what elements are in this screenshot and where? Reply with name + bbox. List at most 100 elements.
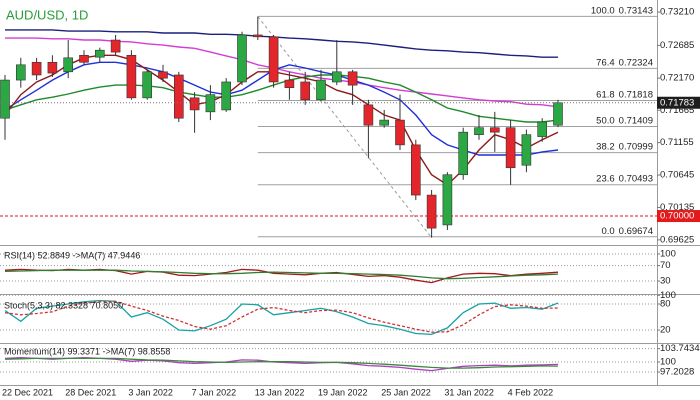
candle-body — [47, 61, 58, 74]
fib-price: 0.72324 — [619, 57, 653, 68]
candle-body — [0, 79, 10, 119]
candle-body — [126, 54, 137, 99]
candle-body — [284, 79, 295, 88]
fib-label: 0.0 0.69674 — [601, 225, 653, 236]
fib-price: 0.71409 — [619, 115, 653, 126]
y-tick-label: 0.70645 — [660, 170, 694, 181]
x-tick-label: 28 Dec 2021 — [65, 387, 116, 397]
y-tick-label: 0.71155 — [660, 137, 694, 148]
candle-body — [221, 81, 231, 111]
indicator-line — [4, 268, 559, 284]
y-tick-label: 80 — [660, 298, 671, 309]
x-tick-label: 13 Jan 2022 — [255, 387, 305, 397]
fib-swing — [257, 16, 432, 238]
y-tick-label: 30 — [660, 276, 671, 287]
chart-title: AUD/USD, 1D — [6, 7, 88, 22]
y-tick-label: 0.72170 — [660, 73, 694, 84]
fib-ratio: 0.0 — [601, 225, 614, 236]
candle-body — [442, 174, 453, 226]
candle-body — [15, 64, 26, 81]
x-tick-label: 22 Dec 2021 — [2, 387, 53, 397]
candle-body — [189, 97, 200, 111]
moving-average — [4, 74, 559, 123]
indicator-line — [4, 300, 559, 333]
fib-ratio: 61.8 — [596, 89, 615, 100]
y-tick-label: 0.73210 — [660, 7, 694, 18]
fib-price: 0.69674 — [619, 225, 653, 236]
candle-body — [237, 34, 247, 83]
x-tick-label: 19 Jan 2022 — [318, 387, 368, 397]
moving-average — [5, 37, 559, 108]
candle-body — [205, 94, 216, 113]
candle-body — [489, 127, 500, 133]
x-tick-label: 31 Jan 2022 — [444, 387, 494, 397]
indicator-line — [4, 357, 559, 369]
candle-body — [331, 71, 342, 83]
candle-body — [300, 81, 311, 101]
candle-body — [395, 119, 405, 146]
candle-body — [505, 127, 516, 169]
fib-price: 0.70493 — [619, 173, 653, 184]
panel-title: Stoch(5,3,3) 82.3328 70.8050 — [4, 300, 123, 310]
candle-body — [410, 144, 421, 196]
fib-ratio: 50.0 — [596, 115, 615, 126]
y-tick-label: 100 — [660, 290, 676, 301]
indicator-line — [4, 269, 559, 280]
y-tick-label: 97.2028 — [660, 367, 694, 378]
candle-body — [110, 39, 121, 53]
indicator-line — [4, 299, 559, 336]
fib-label: 76.4 0.72324 — [596, 57, 653, 68]
y-tick-label: 0.71665 — [660, 105, 694, 116]
x-tick-label: 25 Jan 2022 — [381, 387, 431, 397]
last-price-box — [657, 96, 700, 109]
fib-ratio: 76.4 — [596, 57, 615, 68]
y-tick-label: 0.69625 — [660, 234, 694, 245]
candle-body — [316, 79, 326, 101]
fib-price: 0.70999 — [619, 141, 653, 152]
fib-label: 50.0 0.71409 — [596, 115, 653, 126]
panel-title: RSI(14) 52.8849 ->MA(7) 47.9446 — [4, 250, 140, 260]
fib-label: 23.6 0.70493 — [596, 173, 653, 184]
moving-average — [5, 29, 558, 58]
candle-body — [31, 61, 42, 76]
y-tick-label: 20 — [660, 325, 671, 336]
y-tick-label: 100 — [660, 357, 676, 368]
candle-body — [347, 71, 358, 86]
candle-body — [268, 36, 279, 83]
last-price-label: 0.71783 — [660, 97, 694, 108]
reference-box — [657, 210, 700, 223]
candle-body — [537, 121, 548, 137]
candle-body — [426, 194, 437, 229]
x-tick-label: 4 Feb 2022 — [508, 387, 554, 397]
fib-price: 0.71818 — [619, 89, 653, 100]
candle-body — [158, 71, 168, 79]
y-tick-label: 0.70135 — [660, 202, 694, 213]
candle-body — [521, 134, 532, 166]
candle-body — [379, 119, 390, 126]
fib-label: 38.2 0.70999 — [596, 141, 653, 152]
candle-body — [253, 34, 263, 38]
y-tick-label: 103.7434 — [660, 343, 700, 354]
fib-price: 0.73143 — [619, 5, 653, 16]
candle-body — [458, 131, 469, 176]
x-tick-label: 7 Jan 2022 — [192, 387, 237, 397]
candle-body — [174, 74, 184, 119]
candle-body — [95, 49, 105, 58]
candle-body — [63, 57, 74, 73]
fib-ratio: 38.2 — [596, 141, 615, 152]
y-tick-label: 100 — [660, 249, 676, 260]
candle-body — [363, 104, 374, 126]
fib-ratio: 100.0 — [591, 5, 615, 16]
fib-ratio: 23.6 — [596, 173, 615, 184]
y-tick-label: 70 — [660, 260, 671, 271]
panel-title: Momentum(14) 99.3371 ->MA(7) 98.8558 — [4, 346, 170, 356]
candle-body — [553, 102, 563, 126]
candle-body — [474, 127, 484, 136]
candle-body — [142, 71, 152, 99]
candle-body — [79, 54, 89, 63]
y-tick-label: 0.72685 — [660, 40, 694, 51]
fib-label: 61.8 0.71818 — [596, 89, 653, 100]
reference-label: 0.70000 — [660, 211, 694, 222]
